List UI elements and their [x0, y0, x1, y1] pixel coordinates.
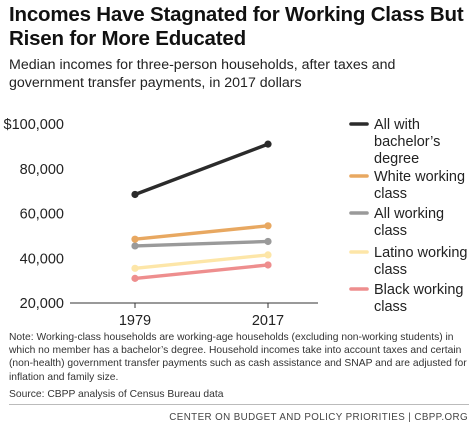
y-tick-label: 80,000	[20, 162, 64, 178]
legend-label: All with bachelor’s degree	[374, 117, 440, 167]
data-point	[264, 222, 272, 230]
legend-label: All working class	[374, 206, 444, 239]
x-tick-label: 1979	[119, 313, 151, 329]
y-tick-label: 40,000	[20, 251, 64, 267]
footer-divider	[9, 404, 469, 405]
x-tick-label: 2017	[252, 313, 284, 329]
y-tick-label: 20,000	[20, 296, 64, 312]
data-point	[131, 235, 139, 243]
legend-item-2: White working class	[349, 169, 465, 202]
data-point	[131, 274, 139, 282]
chart-title: Incomes Have Stagnated for Working Class…	[9, 3, 464, 50]
chart-subtitle: Median incomes for three-person househol…	[9, 57, 396, 91]
series-line	[133, 142, 270, 197]
data-point	[264, 261, 272, 269]
series-4	[131, 251, 272, 272]
footer-credit: CENTER ON BUDGET AND POLICY PRIORITIES |…	[169, 412, 468, 423]
series-line	[133, 253, 270, 271]
chart-note: Note: Working-class households are worki…	[9, 332, 467, 383]
series-3	[131, 237, 272, 250]
data-point	[131, 190, 139, 199]
series-line	[133, 239, 270, 248]
legend-item-4: Latino working class	[349, 245, 468, 278]
data-point	[264, 237, 272, 246]
legend-label: Black working class	[374, 282, 463, 315]
data-point	[264, 140, 272, 148]
axis-layer: 20,000 40,000 60,000 80,000 $100,000 1979 2017	[4, 117, 318, 329]
series-line	[133, 263, 270, 281]
chart-source: Source: CBPP analysis of Census Bureau d…	[9, 389, 224, 400]
line-chart: 20,000 40,000 60,000 80,000 $100,000 1979 2017…	[4, 117, 468, 329]
y-tick-label: $100,000	[4, 117, 64, 133]
data-point	[131, 264, 139, 272]
series-2	[131, 222, 272, 243]
data-point	[264, 251, 272, 259]
legend-item-3: All working class	[349, 206, 444, 239]
data-point	[131, 242, 139, 250]
series-5	[131, 261, 272, 282]
series-layer	[131, 140, 272, 282]
series-line	[133, 224, 270, 241]
series-1	[131, 140, 272, 199]
legend-label: Latino working class	[374, 245, 468, 278]
legend-item-1: All with bachelor’s degree	[349, 117, 440, 167]
legend-label: White working class	[374, 169, 465, 202]
legend-item-5: Black working class	[349, 282, 463, 315]
y-tick-label: 60,000	[20, 207, 64, 223]
